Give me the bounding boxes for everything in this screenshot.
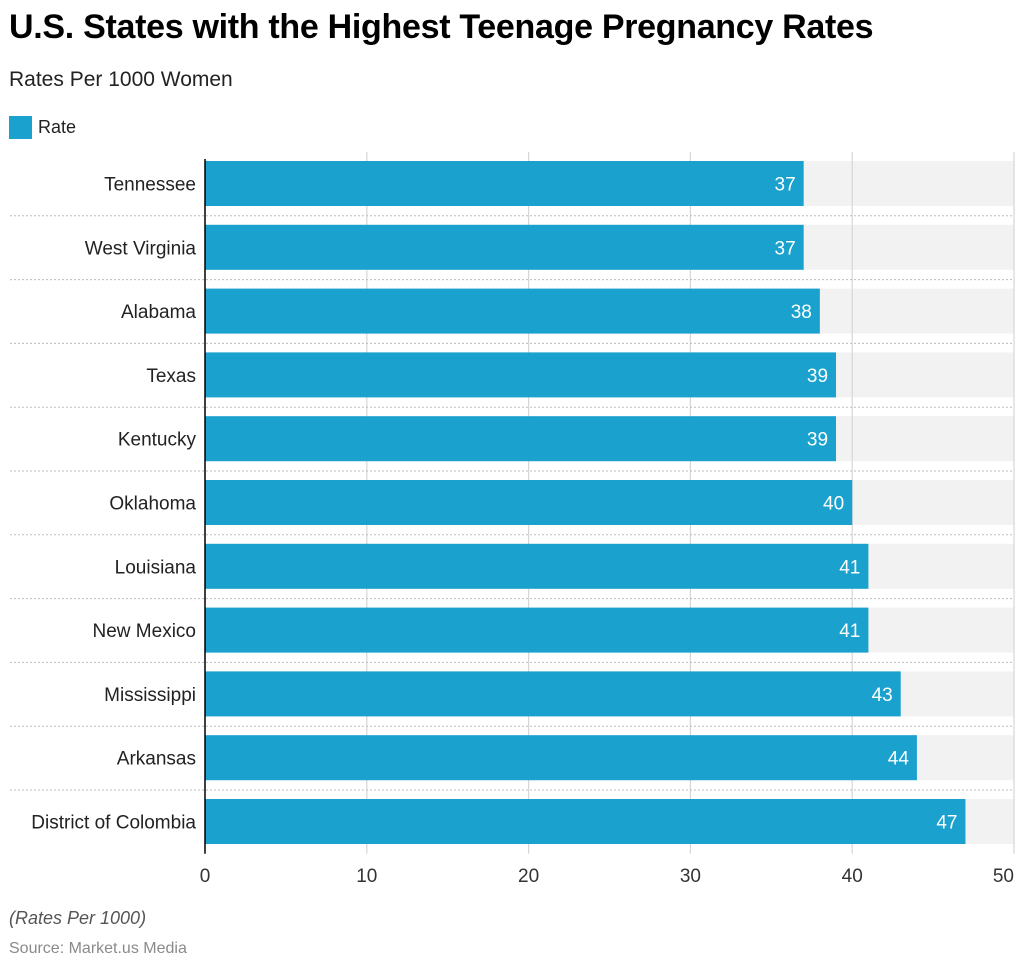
legend-swatch-rate — [9, 115, 32, 139]
data-label: 43 — [872, 685, 893, 706]
chart-title: U.S. States with the Highest Teenage Pre… — [9, 8, 874, 46]
data-label: 41 — [839, 621, 860, 642]
category-label: Mississippi — [104, 685, 196, 706]
bar — [205, 543, 869, 589]
x-tick-label: 0 — [200, 866, 211, 887]
x-tick-label: 30 — [680, 866, 701, 887]
x-tick-label: 40 — [842, 866, 863, 887]
category-label: Oklahoma — [109, 494, 196, 515]
category-label: West Virginia — [85, 238, 197, 259]
legend-label-rate: Rate — [38, 116, 77, 137]
category-label: Louisiana — [115, 557, 197, 578]
data-label: 47 — [936, 813, 957, 834]
category-label: New Mexico — [93, 621, 196, 642]
bar — [205, 799, 966, 844]
chart-subtitle: Rates Per 1000 Women — [9, 68, 233, 91]
bar — [205, 352, 837, 398]
data-label: 39 — [807, 366, 828, 387]
data-label: 37 — [775, 175, 796, 196]
category-label: Texas — [146, 366, 196, 387]
chart-note: (Rates Per 1000) — [9, 908, 147, 928]
x-tick-label: 20 — [518, 866, 539, 887]
bar — [205, 607, 869, 653]
data-label: 44 — [888, 749, 910, 770]
data-label: 38 — [791, 302, 812, 323]
source-text: Source: Market.us Media — [9, 940, 187, 957]
category-label: Arkansas — [117, 749, 196, 770]
bar — [205, 735, 917, 781]
x-tick-label: 10 — [356, 866, 377, 887]
bar — [205, 416, 837, 462]
data-label: 41 — [839, 557, 860, 578]
bar — [205, 480, 853, 525]
bar — [205, 288, 820, 334]
data-label: 37 — [775, 238, 796, 259]
bar — [205, 161, 804, 206]
bar — [205, 671, 901, 717]
category-label: Tennessee — [104, 175, 196, 196]
x-tick-label: 50 — [993, 866, 1014, 887]
category-label: District of Colombia — [31, 813, 196, 834]
category-label: Kentucky — [118, 430, 197, 451]
category-label: Alabama — [121, 302, 196, 323]
bar-chart: Tennessee 37 West Virginia 37 Alabama 38 Texas… — [10, 152, 1015, 887]
bar — [205, 224, 804, 270]
data-label: 39 — [807, 430, 828, 451]
legend: Rate — [9, 115, 76, 139]
data-label: 40 — [823, 494, 844, 515]
